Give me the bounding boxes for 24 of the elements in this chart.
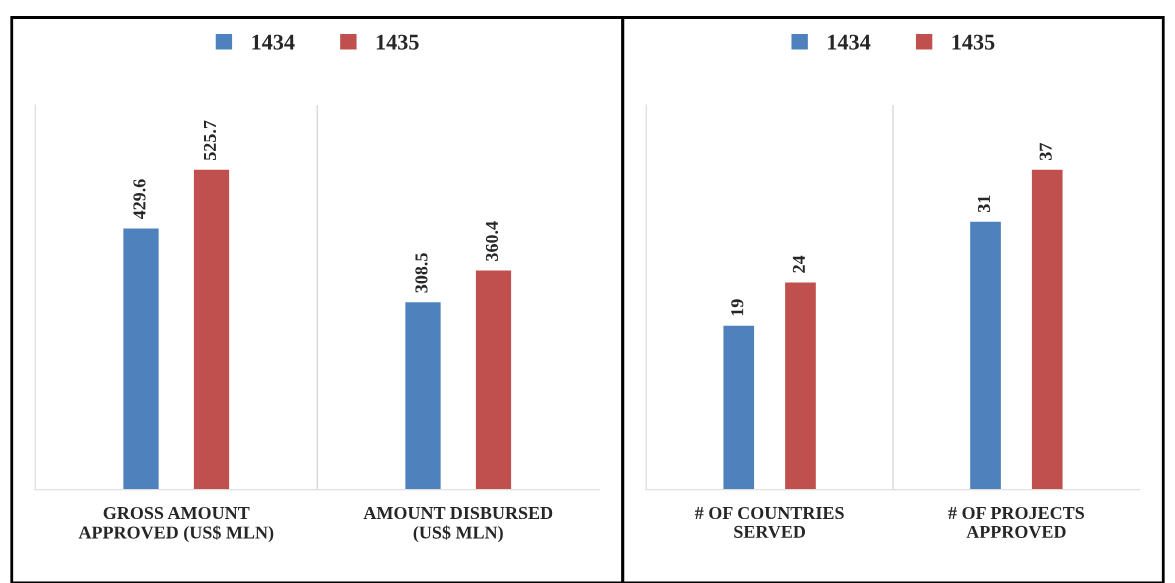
bar bbox=[722, 324, 756, 490]
legend-label: 1434 bbox=[252, 34, 295, 50]
data-label: 360.4 bbox=[485, 221, 499, 261]
bar bbox=[474, 269, 513, 490]
legend-label: 1435 bbox=[952, 34, 995, 50]
x-tick-label: # OF PROJECTS APPROVED bbox=[948, 506, 1084, 539]
data-label: 429.6 bbox=[133, 179, 146, 220]
x-tick-label: AMOUNT DISBURSED (US$ MLN) bbox=[363, 506, 553, 543]
data-label: 24 bbox=[792, 255, 805, 273]
bar bbox=[121, 226, 161, 490]
bar bbox=[1030, 168, 1064, 490]
bar bbox=[403, 300, 443, 490]
data-label: 31 bbox=[977, 195, 991, 213]
data-label: 37 bbox=[1039, 143, 1052, 161]
legend-label: 1434 bbox=[828, 34, 871, 50]
x-tick-label: GROSS AMOUNT APPROVED (US$ MLN) bbox=[78, 506, 274, 543]
data-label: 308.5 bbox=[415, 253, 428, 293]
x-tick-label: # OF COUNTRIES SERVED bbox=[694, 506, 844, 539]
data-label: 525.7 bbox=[203, 120, 217, 161]
data-label: 19 bbox=[731, 299, 744, 316]
bar bbox=[783, 281, 818, 490]
bar bbox=[192, 168, 231, 490]
bar bbox=[968, 220, 1003, 490]
legend-label: 1435 bbox=[376, 34, 419, 50]
